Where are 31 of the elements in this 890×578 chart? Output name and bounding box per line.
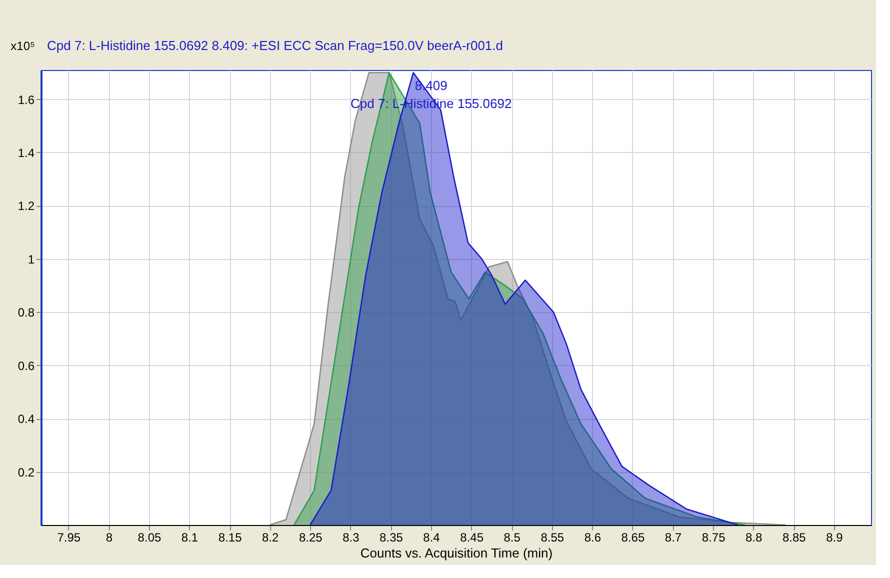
x-tick-label: 8.05 [138, 530, 162, 544]
x-tick-label: 8.75 [702, 530, 726, 544]
y-axis-title: x10⁵ [10, 39, 36, 53]
x-tick-label: 8.5 [504, 530, 521, 544]
y-tick-label: 1.4 [18, 146, 35, 160]
x-tick-label: 7.95 [57, 530, 81, 544]
y-tick-label: 0.6 [18, 358, 35, 373]
y-tick-label: 1 [28, 252, 35, 266]
chart-title: Cpd 7: L-Histidine 155.0692 8.409: +ESI ECC Scan Frag=150.0V beerA-r001.d [47, 38, 504, 53]
x-tick-label: 8.4 [423, 530, 440, 544]
x-tick-label: 8.25 [298, 530, 323, 544]
x-tick-label: 8.3 [342, 530, 360, 544]
x-tick-label: 8.85 [782, 530, 806, 544]
y-tick-label: 0.4 [18, 412, 35, 426]
x-tick-label: 8 [106, 530, 113, 544]
x-tick-label: 8.55 [540, 530, 564, 544]
x-tick-label: 8.6 [584, 530, 602, 544]
x-tick-label: 8.7 [664, 530, 682, 544]
x-tick-label: 8.15 [218, 530, 242, 544]
y-tick-label: 1.2 [18, 199, 35, 214]
y-tick-label: 0.2 [18, 465, 35, 480]
x-tick-label: 8.45 [460, 530, 484, 544]
x-tick-label: 8.8 [746, 530, 763, 544]
y-tick-label: 1.6 [18, 92, 35, 107]
x-tick-label: 8.9 [826, 530, 844, 544]
x-tick-label: 8.1 [181, 530, 198, 544]
x-tick-label: 8.2 [262, 530, 280, 544]
y-tick-label: 0.8 [18, 306, 35, 320]
x-tick-label: 8.35 [380, 530, 404, 544]
x-axis-title: Counts vs. Acquisition Time (min) [360, 546, 553, 560]
x-tick-label: 8.65 [621, 530, 645, 544]
